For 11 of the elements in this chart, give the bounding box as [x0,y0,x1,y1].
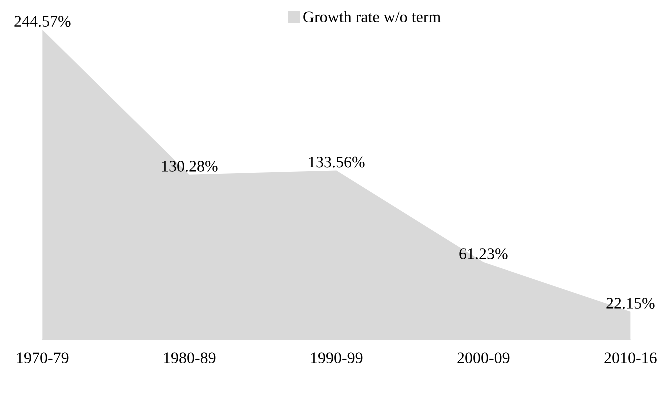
data-label: 133.56% [309,156,365,168]
x-tick-label: 1980-89 [164,352,216,364]
data-label: 61.23% [460,248,508,260]
x-tick-label: 2000-09 [458,352,510,364]
x-tick-label: 2010-16 [604,352,657,364]
data-label: 130.28% [162,161,218,172]
legend-label: Growth rate w/o term [304,11,441,23]
data-label: 244.57% [14,16,71,28]
data-label: 22.15% [606,298,655,309]
x-tick-label: 1970-79 [17,352,69,364]
x-tick-label: 1990-99 [311,352,363,364]
